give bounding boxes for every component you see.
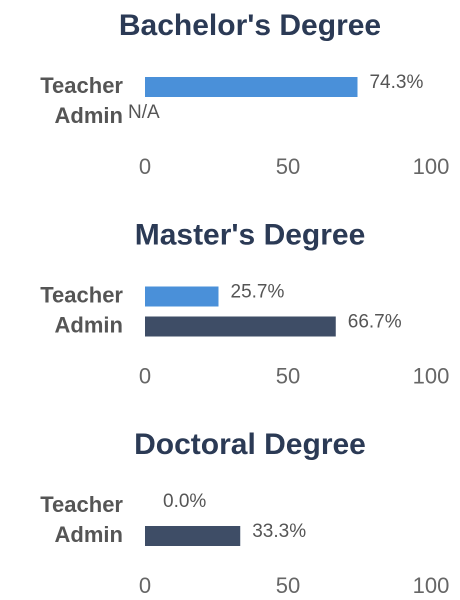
x-tick-label: 100 bbox=[413, 573, 450, 598]
value-label: N/A bbox=[128, 102, 160, 123]
value-label: 25.7% bbox=[231, 282, 285, 303]
bar bbox=[145, 286, 219, 307]
value-label: 66.7% bbox=[348, 312, 402, 333]
category-label: Admin bbox=[55, 312, 123, 337]
x-tick-label: 100 bbox=[413, 154, 450, 179]
value-label: 0.0% bbox=[163, 491, 206, 512]
category-label: Admin bbox=[55, 103, 123, 128]
x-tick-label: 50 bbox=[276, 573, 300, 598]
value-label: 74.3% bbox=[369, 72, 423, 93]
category-label: Admin bbox=[55, 522, 123, 547]
x-tick-label: 0 bbox=[139, 154, 151, 179]
chart-title: Master's Degree bbox=[135, 218, 366, 251]
chart-title: Bachelor's Degree bbox=[119, 9, 381, 42]
x-tick-label: 100 bbox=[413, 363, 450, 388]
x-tick-label: 50 bbox=[276, 154, 300, 179]
category-label: Teacher bbox=[40, 73, 123, 98]
x-tick-label: 0 bbox=[139, 363, 151, 388]
category-label: Teacher bbox=[40, 282, 123, 307]
value-label: 33.3% bbox=[252, 521, 306, 542]
x-tick-label: 0 bbox=[139, 573, 151, 598]
x-tick-label: 50 bbox=[276, 363, 300, 388]
chart-title: Doctoral Degree bbox=[134, 428, 366, 461]
category-label: Teacher bbox=[40, 492, 123, 517]
bar bbox=[145, 77, 358, 97]
bar bbox=[145, 316, 336, 337]
bar bbox=[145, 526, 241, 546]
